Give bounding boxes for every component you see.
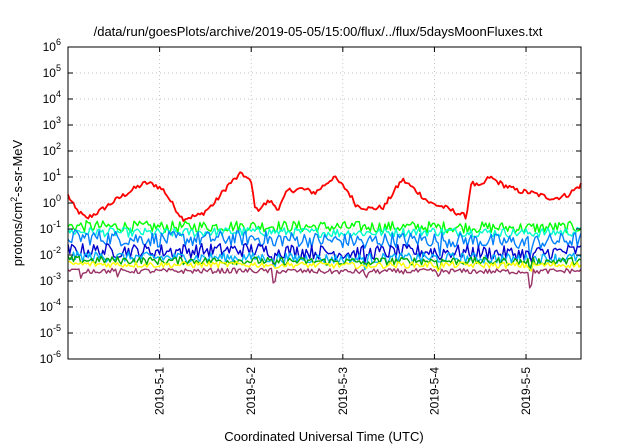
- series-line-8: [67, 267, 582, 289]
- y-tick-exponent: -3: [53, 271, 61, 281]
- y-tick-base: 10: [40, 326, 54, 340]
- series-line-0: [67, 171, 582, 222]
- y-tick-exponent: -6: [53, 349, 61, 359]
- series-line-6: [67, 255, 582, 271]
- y-tick-base: 10: [40, 274, 54, 288]
- y-tick-label: 10-5: [40, 323, 61, 340]
- y-axis-label-base: protons/cm: [10, 202, 25, 266]
- y-tick-label: 10-4: [40, 297, 61, 314]
- y-tick-exponent: -4: [53, 297, 61, 307]
- y-tick-base: 10: [43, 144, 57, 158]
- series-line-5: [67, 250, 582, 271]
- y-tick-exponent: 4: [56, 89, 61, 99]
- y-tick-base: 10: [40, 300, 54, 314]
- y-tick-base: 10: [40, 352, 54, 366]
- y-tick-base: 10: [43, 170, 57, 184]
- series-line-3: [67, 229, 582, 260]
- y-tick-base: 10: [43, 118, 57, 132]
- y-tick-label: 105: [43, 63, 61, 80]
- y-tick-exponent: 2: [56, 141, 61, 151]
- y-tick-label: 100: [43, 193, 61, 210]
- y-tick-label: 104: [43, 89, 61, 106]
- y-tick-label: 106: [43, 37, 61, 54]
- y-tick-base: 10: [40, 248, 54, 262]
- y-tick-base: 10: [43, 40, 57, 54]
- y-axis-label-rest: -s-sr-MeV: [10, 139, 25, 196]
- y-tick-label: 10-6: [40, 349, 61, 366]
- x-axis: 2019-5-1 2019-5-2 2019-5-3 2019-5-4 2019-5-5: [153, 47, 533, 415]
- y-tick-label: 102: [43, 141, 61, 158]
- x-tick-label: 2019-5-3: [336, 367, 350, 415]
- x-tick-label: 2019-5-5: [519, 367, 533, 415]
- y-tick-base: 10: [43, 196, 57, 210]
- series-line-2: [67, 226, 582, 239]
- y-tick-exponent: 6: [56, 37, 61, 47]
- series-line-1: [67, 219, 582, 234]
- y-tick-base: 10: [43, 92, 57, 106]
- series-line-7: [68, 260, 582, 272]
- x-tick-label: 2019-5-2: [244, 367, 258, 415]
- y-axis-label-sup: 2: [9, 197, 19, 202]
- series-group: [67, 171, 582, 289]
- y-tick-label: 10-1: [40, 219, 61, 236]
- y-tick-exponent: 1: [56, 167, 61, 177]
- x-axis-label: Coordinated Universal Time (UTC): [224, 429, 423, 444]
- chart-title: /data/run/goesPlots/archive/2019-05-05/1…: [94, 24, 543, 39]
- y-tick-exponent: -2: [53, 245, 61, 255]
- y-tick-base: 10: [43, 66, 57, 80]
- y-tick-exponent: -5: [53, 323, 61, 333]
- y-tick-exponent: 3: [56, 115, 61, 125]
- y-tick-label: 101: [43, 167, 61, 184]
- x-tick-label: 2019-5-4: [427, 367, 441, 415]
- y-tick-label: 103: [43, 115, 61, 132]
- y-tick-exponent: 5: [56, 63, 61, 73]
- y-tick-label: 10-3: [40, 271, 61, 288]
- y-axis-label: protons/cm2-s-sr-MeV: [9, 139, 25, 266]
- grid: [68, 47, 581, 359]
- y-tick-label: 10-2: [40, 245, 61, 262]
- y-tick-base: 10: [40, 222, 54, 236]
- y-tick-exponent: 0: [56, 193, 61, 203]
- y-axis: 10610510410310210110010-110-210-310-410-…: [40, 37, 581, 366]
- x-tick-label: 2019-5-1: [153, 367, 167, 415]
- y-tick-exponent: -1: [53, 219, 61, 229]
